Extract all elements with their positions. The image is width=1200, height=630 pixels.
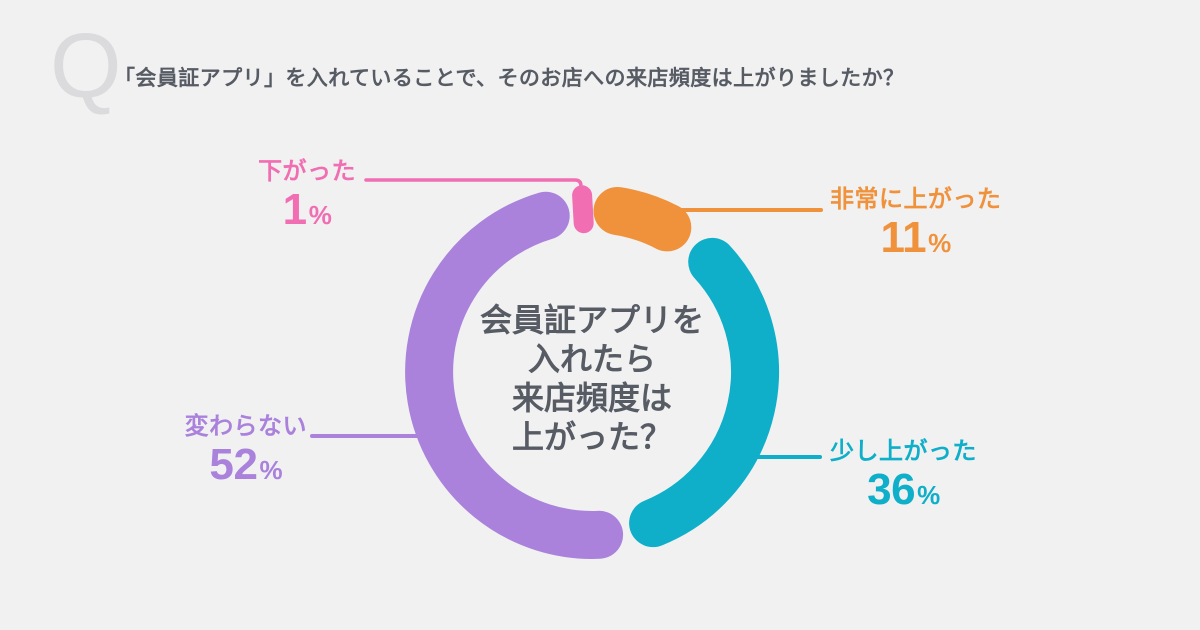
callout-decreased: 下がった 1% <box>258 158 356 237</box>
q-watermark: Q <box>50 15 122 117</box>
segment-value: 52% <box>209 440 283 489</box>
segment-greatly-increased <box>593 187 692 252</box>
percent-sign: % <box>917 480 940 510</box>
question-text: 「会員証アプリ」を入れていることで、そのお店への来店頻度は上がりましたか？ <box>114 67 905 90</box>
callout-line-decreased <box>364 178 583 191</box>
segment-value: 1% <box>282 185 332 234</box>
percent-sign: % <box>928 228 951 258</box>
segment-decreased <box>572 185 594 234</box>
percent-sign: % <box>259 455 283 485</box>
segment-label: 非常に上がった <box>830 186 1002 213</box>
segment-label: 下がった <box>258 158 356 185</box>
center-text-line-1: 会員証アプリを <box>479 302 704 338</box>
center-text-line-3: 来店頻度は <box>511 380 672 416</box>
segment-value: 36% <box>867 465 940 514</box>
percent-sign: % <box>308 200 332 230</box>
callout-slightly-increased: 少し上がった 36% <box>830 438 977 517</box>
callout-unchanged: 変わらない 52% <box>185 413 307 492</box>
segment-value: 11% <box>880 213 952 262</box>
donut-center-text: 会員証アプリを 入れたら 来店頻度は 上がった？ <box>442 301 742 457</box>
center-text-line-4: 上がった？ <box>511 419 672 455</box>
callout-greatly-increased: 非常に上がった 11% <box>830 186 1001 265</box>
segment-label: 変わらない <box>184 413 307 440</box>
center-text-line-2: 入れたら <box>527 341 656 377</box>
segment-slightly-increased <box>629 237 779 548</box>
segment-label: 少し上がった <box>830 438 977 465</box>
segment-unchanged <box>405 191 624 559</box>
